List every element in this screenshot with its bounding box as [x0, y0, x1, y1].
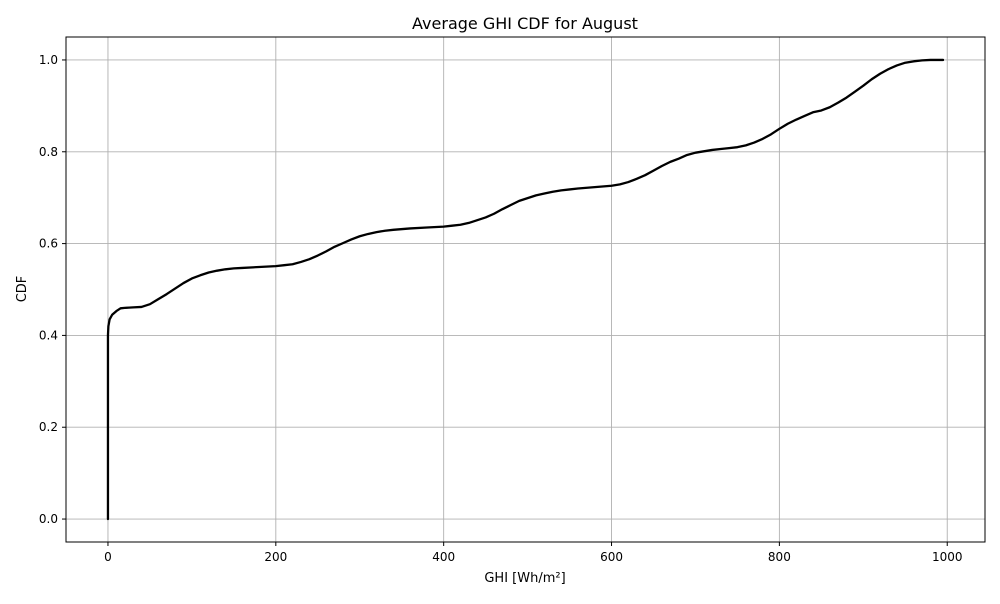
x-axis-ticks: 0 200 400 600 800 1000	[104, 542, 963, 564]
chart-title: Average GHI CDF for August	[412, 14, 638, 33]
y-tick-label: 0.6	[39, 237, 58, 251]
x-tick-label: 0	[104, 550, 112, 564]
y-axis-ticks: 0.0 0.2 0.4 0.6 0.8 1.0	[39, 53, 66, 526]
y-tick-label: 0.8	[39, 145, 58, 159]
y-tick-label: 0.0	[39, 512, 58, 526]
x-tick-label: 800	[768, 550, 791, 564]
x-tick-label: 600	[600, 550, 623, 564]
x-axis-label: GHI [Wh/m²]	[484, 571, 565, 586]
y-tick-label: 1.0	[39, 53, 58, 67]
x-tick-label: 200	[264, 550, 287, 564]
plot-frame	[65, 36, 986, 543]
plot-border	[65, 36, 986, 543]
cdf-line	[106, 58, 945, 521]
y-axis-label: CDF	[15, 276, 30, 303]
grid-lines	[66, 37, 985, 542]
series-layer	[106, 58, 945, 521]
x-tick-label: 400	[432, 550, 455, 564]
y-tick-label: 0.2	[39, 420, 58, 434]
x-tick-label: 1000	[932, 550, 963, 564]
y-tick-label: 0.4	[39, 328, 58, 342]
